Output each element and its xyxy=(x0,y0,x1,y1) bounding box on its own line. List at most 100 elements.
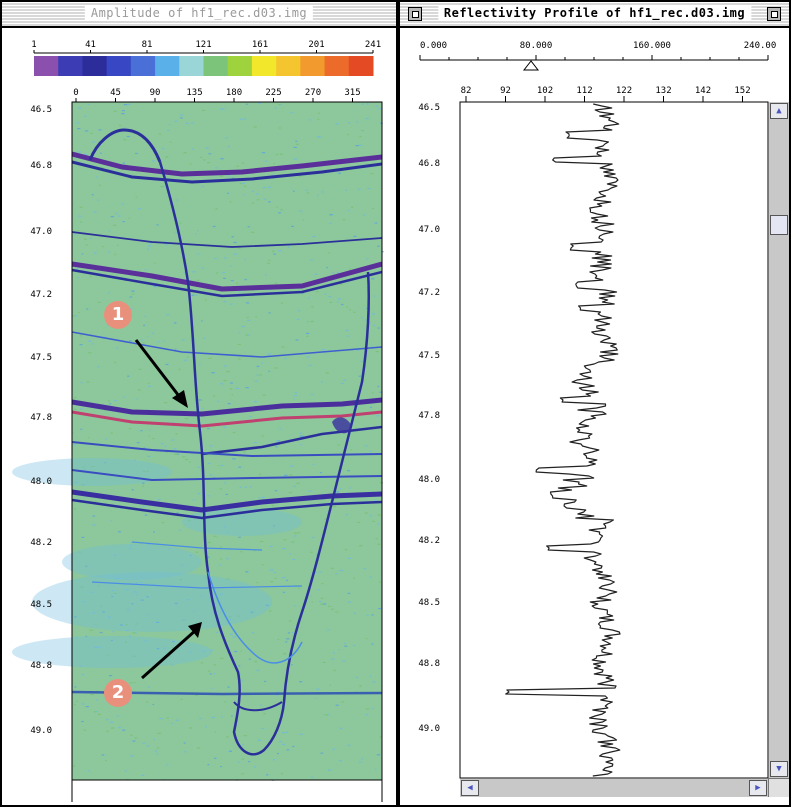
speckle xyxy=(230,303,233,305)
speckle xyxy=(210,649,213,652)
speckle xyxy=(350,206,354,208)
speckle xyxy=(89,591,93,593)
speckle xyxy=(146,470,150,472)
speckle xyxy=(346,744,351,746)
speckle xyxy=(242,743,245,746)
speckle xyxy=(372,520,376,522)
speckle xyxy=(270,581,274,583)
speckle xyxy=(238,466,242,468)
colorbar-tick-label: 81 xyxy=(142,40,153,50)
scroll-thumb[interactable] xyxy=(770,215,788,235)
speckle xyxy=(344,549,348,551)
x-tick-label: 180 xyxy=(226,88,242,98)
speckle xyxy=(339,727,343,729)
speckle xyxy=(237,615,240,617)
speckle xyxy=(253,441,258,444)
speckle xyxy=(238,358,241,360)
speckle xyxy=(134,459,136,461)
speckle xyxy=(142,742,145,744)
speckle xyxy=(283,539,287,541)
speckle xyxy=(197,279,200,281)
speckle xyxy=(80,428,83,430)
speckle xyxy=(103,336,107,338)
speckle xyxy=(116,244,119,247)
colorbar-swatch xyxy=(58,56,83,76)
scroll-up-arrow-icon[interactable]: ▲ xyxy=(770,103,788,119)
speckle xyxy=(166,314,170,316)
speckle xyxy=(320,603,323,605)
colorbar-swatch xyxy=(179,56,204,76)
speckle xyxy=(380,122,383,124)
speckle xyxy=(342,219,346,221)
speckle xyxy=(337,172,342,174)
speckle xyxy=(85,635,88,638)
speckle xyxy=(326,714,330,716)
speckle xyxy=(181,339,185,341)
speckle xyxy=(324,518,327,520)
scroll-right-arrow-icon[interactable]: ▶ xyxy=(749,780,767,796)
scroll-left-arrow-icon[interactable]: ◀ xyxy=(461,780,479,796)
speckle xyxy=(264,680,267,683)
speckle xyxy=(299,210,303,212)
speckle xyxy=(194,694,198,697)
reflector-layer xyxy=(71,489,383,513)
speckle xyxy=(361,103,364,105)
resize-grow-box[interactable] xyxy=(768,778,789,797)
reflectivity-window-titlebar[interactable]: Reflectivity Profile of hf1_rec.d03.img xyxy=(400,2,789,28)
speckle xyxy=(293,395,297,397)
speckle xyxy=(126,135,131,138)
speckle xyxy=(136,398,138,400)
speckle xyxy=(275,694,278,696)
speckle xyxy=(337,444,340,446)
speckle xyxy=(206,495,210,497)
speckle xyxy=(317,194,319,196)
speckle xyxy=(339,569,344,572)
speckle xyxy=(83,484,86,486)
speckle xyxy=(90,693,94,696)
scroll-down-arrow-icon[interactable]: ▼ xyxy=(770,761,788,777)
speckle xyxy=(344,645,348,647)
speckle xyxy=(333,669,337,671)
colorbar-swatch xyxy=(227,56,253,76)
colorbar-tick-label: 241 xyxy=(365,40,381,50)
zoom-box-icon[interactable] xyxy=(767,7,781,21)
speckle xyxy=(317,118,320,120)
speckle xyxy=(132,740,136,742)
close-box-icon[interactable] xyxy=(408,7,422,21)
amplitude-window-titlebar[interactable]: Amplitude of hf1_rec.d03.img xyxy=(2,2,396,28)
speckle xyxy=(318,600,322,602)
speckle xyxy=(298,587,300,589)
speckle xyxy=(246,316,249,319)
speckle xyxy=(241,679,244,681)
vertical-scrollbar[interactable]: ▲ ▼ xyxy=(768,102,789,778)
speckle xyxy=(153,531,155,533)
y-tick-label: 48.8 xyxy=(30,661,52,671)
speckle xyxy=(310,259,313,261)
speckle xyxy=(244,279,247,281)
horizontal-scrollbar[interactable]: ◀ ▶ xyxy=(460,778,768,797)
speckle xyxy=(115,212,118,214)
speckle xyxy=(315,291,319,293)
y-tick-label: 46.5 xyxy=(30,105,52,115)
speckle xyxy=(131,489,134,491)
speckle xyxy=(107,654,110,656)
speckle xyxy=(305,332,310,335)
haze xyxy=(62,544,202,580)
speckle xyxy=(324,714,328,716)
speckle xyxy=(157,341,160,343)
speckle xyxy=(191,148,194,150)
speckle xyxy=(147,248,150,250)
speckle xyxy=(236,165,240,167)
speckle xyxy=(291,541,295,543)
speckle xyxy=(209,673,212,675)
speckle xyxy=(327,629,330,631)
speckle xyxy=(94,500,97,502)
speckle xyxy=(353,311,356,313)
speckle xyxy=(338,648,341,651)
speckle xyxy=(276,691,280,693)
speckle xyxy=(190,122,194,124)
speckle xyxy=(268,370,271,372)
speckle xyxy=(361,758,364,760)
speckle xyxy=(111,590,114,592)
speckle xyxy=(379,391,383,393)
